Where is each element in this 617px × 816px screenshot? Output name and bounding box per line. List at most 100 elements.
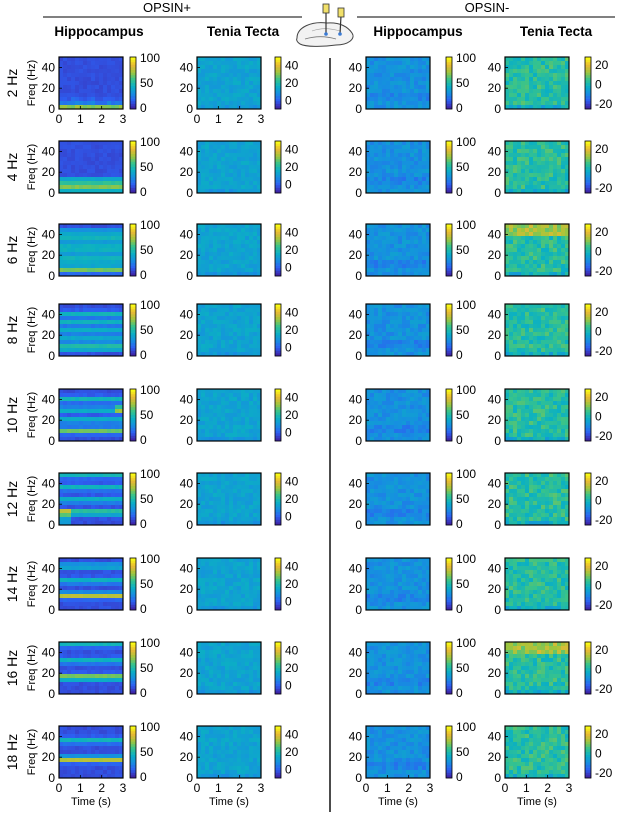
- y-tick-label: 0: [186, 186, 193, 200]
- heatmap-cell: [111, 173, 116, 178]
- heatmap-cell: [59, 586, 64, 591]
- heatmap-cell: [209, 726, 214, 731]
- heatmap-cell: [67, 586, 72, 591]
- heatmap-cell: [229, 662, 234, 667]
- heatmap-cell: [249, 348, 254, 353]
- heatmap-cell: [213, 157, 218, 162]
- heatmap-cell: [83, 308, 88, 313]
- heatmap-cell: [237, 594, 242, 599]
- heatmap-cell: [99, 157, 104, 162]
- heatmap-cell: [418, 185, 423, 190]
- heatmap-cell: [67, 173, 72, 178]
- heatmap-cell: [111, 754, 116, 759]
- colorbar-tick-label: 0: [140, 348, 147, 362]
- colorbar-tick-label: 50: [140, 323, 154, 337]
- heatmap-cell: [63, 244, 68, 249]
- colorbar-step: [275, 491, 281, 495]
- heatmap-cell: [382, 57, 387, 62]
- heatmap-cell: [426, 85, 431, 90]
- heatmap-cell: [398, 89, 403, 94]
- heatmap-cell: [111, 417, 116, 422]
- heatmap-cell: [233, 489, 238, 494]
- heatmap-cell: [229, 397, 234, 402]
- heatmap-cell: [115, 413, 120, 418]
- heatmap-cell: [209, 562, 214, 567]
- heatmap-cell: [398, 81, 403, 86]
- heatmap-cell: [402, 228, 407, 233]
- heatmap-cell: [209, 654, 214, 659]
- heatmap-cell: [59, 409, 64, 414]
- heatmap-cell: [406, 73, 411, 78]
- heatmap-cell: [201, 493, 206, 498]
- heatmap-cell: [99, 260, 104, 265]
- heatmap-cell: [233, 264, 238, 269]
- heatmap-cell: [386, 93, 391, 98]
- heatmap-cell: [107, 586, 112, 591]
- heatmap-cell: [217, 429, 222, 434]
- heatmap-cell: [213, 252, 218, 257]
- heatmap-cell: [233, 770, 238, 775]
- colorbar-step: [275, 597, 281, 600]
- heatmap-cell: [63, 65, 68, 70]
- heatmap-cell: [75, 586, 80, 591]
- heatmap-cell: [237, 682, 242, 687]
- heatmap-cell: [229, 758, 234, 763]
- heatmap-cell: [241, 666, 246, 671]
- colorbar-step: [275, 726, 281, 729]
- heatmap-cell: [103, 304, 108, 309]
- heatmap-cell: [253, 157, 258, 162]
- heatmap-cell: [201, 244, 206, 249]
- colorbar-step: [130, 154, 136, 157]
- heatmap-cell: [209, 252, 214, 257]
- heatmap-cell: [107, 646, 112, 651]
- heatmap-cell: [75, 477, 80, 482]
- heatmap-cell: [75, 169, 80, 174]
- heatmap-cell: [213, 726, 218, 731]
- heatmap-cell: [197, 304, 202, 309]
- heatmap-cell: [213, 666, 218, 671]
- heatmap-cell: [233, 674, 238, 679]
- heatmap-cell: [75, 762, 80, 767]
- heatmap-cell: [111, 598, 116, 603]
- heatmap-cell: [426, 256, 431, 261]
- colorbar-step: [446, 190, 452, 194]
- heatmap-cell: [233, 304, 238, 309]
- heatmap-cell: [119, 602, 124, 607]
- heatmap-cell: [197, 320, 202, 325]
- colorbar-step: [275, 247, 281, 251]
- heatmap-cell: [103, 248, 108, 253]
- heatmap-cell: [103, 758, 108, 763]
- heatmap-cell: [237, 562, 242, 567]
- heatmap-cell: [225, 185, 230, 190]
- colorbar-step: [275, 62, 281, 66]
- colorbar-step: [130, 93, 136, 97]
- heatmap-cell: [213, 97, 218, 102]
- heatmap-cell: [107, 726, 112, 731]
- heatmap-cell: [111, 240, 116, 245]
- heatmap-cell: [237, 93, 242, 98]
- heatmap-cell: [217, 336, 222, 341]
- colorbar-step: [130, 234, 136, 238]
- heatmap-cell: [91, 489, 96, 494]
- heatmap-cell: [410, 260, 415, 265]
- heatmap-cell: [87, 268, 92, 273]
- heatmap-cell: [79, 189, 84, 194]
- heatmap-cell: [111, 485, 116, 490]
- heatmap-cell: [394, 149, 399, 154]
- heatmap-cell: [63, 758, 68, 763]
- colorbar-step: [275, 167, 281, 170]
- heatmap-cell: [249, 224, 254, 229]
- heatmap-cell: [245, 272, 250, 277]
- heatmap-cell: [95, 762, 100, 767]
- heatmap-cell: [390, 81, 395, 86]
- heatmap-cell: [95, 324, 100, 329]
- heatmap-cell: [59, 89, 64, 94]
- colorbar-step: [446, 88, 452, 92]
- heatmap-cell: [253, 433, 258, 438]
- heatmap-cell: [83, 320, 88, 325]
- heatmap-cell: [87, 582, 92, 587]
- heatmap-cell: [245, 730, 250, 735]
- heatmap-cell: [225, 256, 230, 261]
- y-tick-label: 0: [186, 269, 193, 283]
